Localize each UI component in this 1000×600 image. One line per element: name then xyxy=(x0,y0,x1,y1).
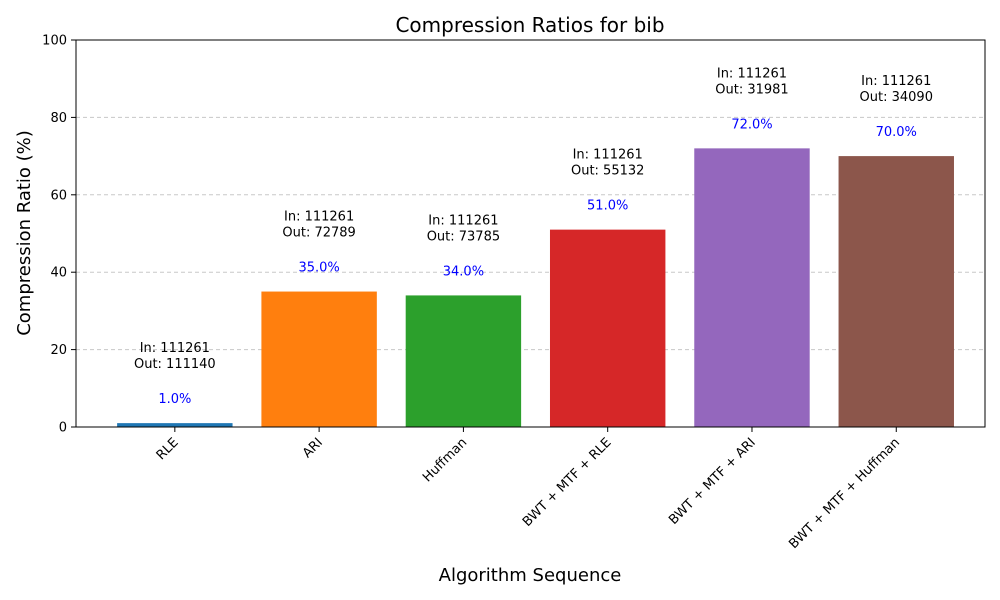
output-size-label: Out: 55132 xyxy=(571,164,644,179)
bar xyxy=(838,156,954,427)
x-tick-label: Huffman xyxy=(420,435,470,485)
y-tick-label: 60 xyxy=(50,188,67,203)
input-size-label: In: 111261 xyxy=(284,210,354,225)
bars-layer xyxy=(117,148,954,428)
value-label: 51.0% xyxy=(587,199,628,214)
output-size-label: Out: 111140 xyxy=(134,357,216,372)
input-size-label: In: 111261 xyxy=(861,74,931,89)
x-tick-label: RLE xyxy=(154,435,182,463)
bar xyxy=(405,295,522,427)
x-axis-label: Algorithm Sequence xyxy=(439,565,622,586)
x-tick-label: BWT + MTF + ARI xyxy=(666,435,759,528)
y-tick-label: 0 xyxy=(59,421,67,436)
bar xyxy=(549,229,666,427)
input-size-label: In: 111261 xyxy=(140,341,210,356)
value-label: 34.0% xyxy=(443,264,484,279)
bar xyxy=(117,423,233,427)
input-size-label: In: 111261 xyxy=(717,66,787,81)
value-label: 1.0% xyxy=(158,392,191,407)
value-label: 70.0% xyxy=(876,125,917,140)
output-size-label: Out: 34090 xyxy=(860,90,933,105)
grid-layer xyxy=(76,116,985,351)
y-axis: 0 20 40 60 80 100 xyxy=(42,34,76,436)
output-size-label: Out: 31981 xyxy=(715,82,788,97)
x-tick-label: BWT + MTF + RLE xyxy=(520,435,615,530)
value-label: 35.0% xyxy=(298,261,339,276)
input-size-label: In: 111261 xyxy=(428,213,498,228)
y-tick-label: 20 xyxy=(50,343,67,358)
input-size-label: In: 111261 xyxy=(573,148,643,163)
y-tick-label: 80 xyxy=(50,111,67,126)
output-size-label: Out: 72789 xyxy=(282,226,355,241)
chart-title: Compression Ratios for bib xyxy=(395,13,664,37)
value-label: 72.0% xyxy=(731,117,772,132)
bar xyxy=(694,148,810,428)
y-tick-label: 40 xyxy=(50,266,67,281)
output-size-label: Out: 73785 xyxy=(427,229,500,244)
x-tick-label: BWT + MTF + Huffman xyxy=(786,435,903,552)
y-axis-label: Compression Ratio (%) xyxy=(14,130,35,336)
y-tick-label: 100 xyxy=(42,34,67,49)
bar xyxy=(261,291,377,427)
plot-frame xyxy=(75,39,986,428)
x-tick-label: ARI xyxy=(300,435,326,461)
x-axis: RLE ARI Huffman BWT + MTF + RLE BWT + MTF + … xyxy=(154,427,903,552)
